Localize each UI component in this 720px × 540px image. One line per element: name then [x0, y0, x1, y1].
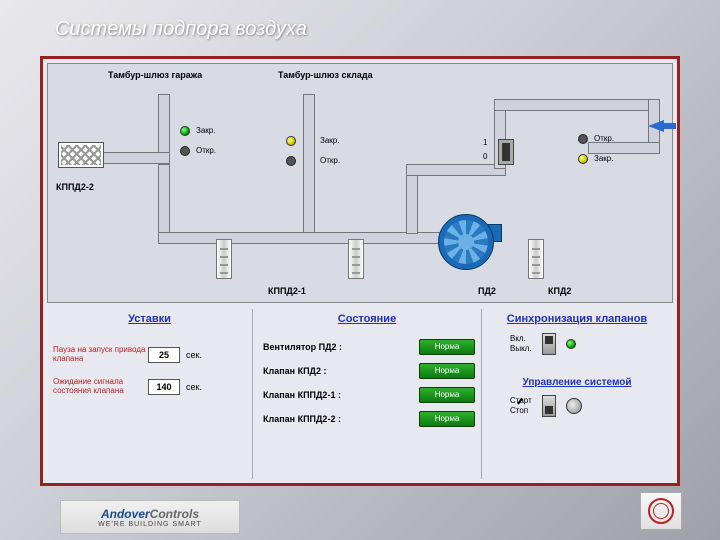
- indicator-red: [578, 154, 588, 164]
- damper: [348, 239, 364, 279]
- status-label: Клапан КПД2 :: [263, 366, 326, 376]
- switch-labels: Вкл.Выкл.: [510, 334, 532, 353]
- label-tambur-sklad: Тамбур-шлюз склада: [278, 70, 373, 80]
- label-kppd2-2: КППД2-2: [56, 182, 94, 192]
- label-pd2: ПД2: [478, 286, 496, 296]
- label-tambur-garage: Тамбур-шлюз гаража: [108, 70, 202, 80]
- duct: [303, 94, 315, 234]
- fan-pd2[interactable]: [438, 214, 494, 270]
- param-unit: сек.: [186, 350, 202, 360]
- indicator-off: [578, 134, 588, 144]
- label-open: Откр.: [320, 156, 340, 165]
- control-section: Синхронизация клапанов Вкл.Выкл. Управле…: [482, 309, 672, 479]
- air-grille: [58, 142, 104, 168]
- sensor-box: [498, 139, 514, 165]
- status-label: Клапан КППД2-2 :: [263, 414, 341, 424]
- damper: [216, 239, 232, 279]
- brand-logo: AndoverControls WE'RE BUILDING SMART: [60, 500, 240, 534]
- param-value-input[interactable]: 140: [148, 379, 180, 395]
- label-open: Откр.: [196, 146, 216, 155]
- status-title: Состояние: [253, 313, 481, 325]
- label-closed: Закр.: [196, 126, 215, 135]
- damper: [528, 239, 544, 279]
- duct: [494, 99, 659, 111]
- param-unit: сек.: [186, 382, 202, 392]
- indicator-green: [566, 339, 576, 349]
- status-label: Клапан КППД2-1 :: [263, 390, 341, 400]
- indicator-off: [286, 156, 296, 166]
- label-kpd2: КПД2: [548, 286, 571, 296]
- page-title: Системы подпора воздуха: [55, 18, 307, 41]
- sync-title: Синхронизация клапанов: [482, 313, 672, 325]
- label-1: 1: [483, 138, 487, 147]
- mimic-diagram: Тамбур-шлюз гаража Тамбур-шлюз склада За…: [47, 63, 673, 303]
- main-panel: Тамбур-шлюз гаража Тамбур-шлюз склада За…: [40, 56, 680, 486]
- settings-section: Уставки Пауза на запуск привода клапана …: [47, 309, 252, 479]
- flow-arrow-icon: [648, 120, 664, 132]
- indicator-red: [286, 136, 296, 146]
- status-label: Вентилятор ПД2 :: [263, 342, 342, 352]
- duct: [406, 164, 506, 176]
- partner-logo-icon: [640, 492, 682, 530]
- param-value-input[interactable]: 25: [148, 347, 180, 363]
- sync-switch[interactable]: [542, 333, 556, 355]
- param-label: Пауза на запуск привода клапана: [53, 346, 148, 364]
- indicator-off: [180, 146, 190, 156]
- status-badge: Норма: [419, 339, 475, 355]
- settings-title: Уставки: [47, 313, 252, 325]
- duct: [158, 164, 170, 234]
- param-label: Ожидание сигнала состояния клапана: [53, 378, 148, 396]
- status-badge: Норма: [419, 363, 475, 379]
- start-stop-switch[interactable]: [542, 395, 556, 417]
- label-closed: Закр.: [320, 136, 339, 145]
- label-kppd2-1: КППД2-1: [268, 286, 306, 296]
- indicator-green: [180, 126, 190, 136]
- label-closed: Закр.: [594, 154, 613, 163]
- status-badge: Норма: [419, 387, 475, 403]
- control-title: Управление системой: [482, 377, 672, 388]
- status-section: Состояние Вентилятор ПД2 : Норма Клапан …: [252, 309, 482, 479]
- duct: [588, 142, 660, 154]
- bottom-panels: Уставки Пауза на запуск привода клапана …: [47, 309, 673, 479]
- gauge-icon: [566, 398, 582, 414]
- status-badge: Норма: [419, 411, 475, 427]
- duct: [158, 94, 170, 154]
- label-0: 0: [483, 152, 487, 161]
- label-open: Откр.: [594, 134, 614, 143]
